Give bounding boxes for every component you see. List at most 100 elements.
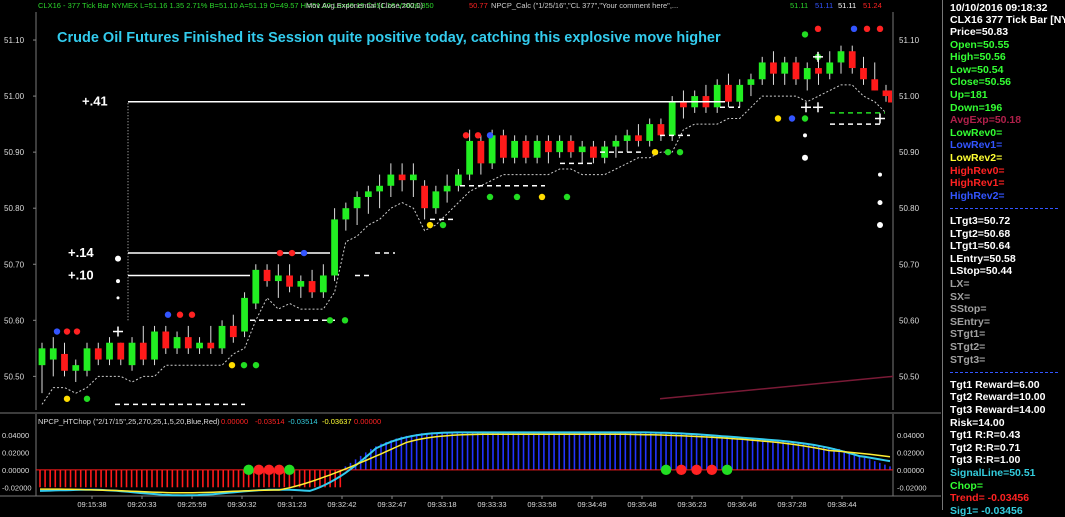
osc-y-tick-label: -0.02000 <box>2 483 32 492</box>
osc-y-tick-label-right: 0.00000 <box>897 466 924 475</box>
candle-up <box>297 281 305 287</box>
panel-row: Risk=14.00 <box>950 416 1005 429</box>
panel-row: HighRev0= <box>950 164 1005 177</box>
signal-dot <box>474 132 482 139</box>
x-tick-label: 09:30:32 <box>227 500 256 509</box>
candle-down <box>680 101 687 108</box>
panel-row: LEntry=50.58 <box>950 252 1016 265</box>
signal-dot <box>341 317 349 324</box>
osc-value-text: -0.03514 <box>255 417 285 426</box>
candle-up <box>803 68 811 80</box>
header-text: 51.11 <box>790 1 808 10</box>
osc-value-text: -0.03514 <box>288 417 318 426</box>
candle-down <box>882 90 890 97</box>
signal-dot <box>83 395 91 402</box>
panel-row: Chop= <box>950 479 983 492</box>
signal-dot <box>876 25 884 33</box>
candle-down <box>657 124 665 136</box>
panel-row: LTgt1=50.64 <box>950 240 1011 253</box>
target-annotation: +.14 <box>68 245 94 260</box>
signal-dot <box>276 249 284 257</box>
candle-down <box>500 135 507 158</box>
osc-dot <box>676 464 687 476</box>
panel-row: LowRev2= <box>950 152 1003 164</box>
stop-dot <box>878 172 882 177</box>
panel-row: SEntry= <box>950 315 990 328</box>
candle-down <box>871 79 879 91</box>
signal-dot <box>326 317 334 324</box>
candle-up <box>331 219 338 276</box>
trailing-stop-line <box>41 84 887 405</box>
signal-dot <box>73 328 81 335</box>
candle-up <box>364 191 372 197</box>
signal-dot <box>288 249 296 257</box>
panel-row: SStop= <box>950 303 987 316</box>
signal-dot <box>439 221 447 229</box>
osc-cyan-line <box>39 431 891 497</box>
osc-dot <box>721 464 733 476</box>
panel-row: STgt3= <box>950 353 986 366</box>
price-pane: CLX16 - 377 Tick Bar NYMEX L=51.16 1.35 … <box>0 0 941 414</box>
x-tick-label: 09:31:23 <box>277 500 306 509</box>
signal-dot <box>788 115 796 122</box>
panel-row: LTgt2=50.68 <box>950 227 1011 240</box>
osc-y-tick-label-right: -0.02000 <box>897 483 927 492</box>
signal-dot <box>863 25 871 33</box>
y-tick-label-right: 50.90 <box>899 148 920 157</box>
candle-up <box>241 297 248 332</box>
stop-dot <box>116 279 120 284</box>
panel-row: LowRev1= <box>950 139 1003 152</box>
panel-row: Tgt2 R:R=0.71 <box>950 441 1021 454</box>
candle-down <box>61 353 68 371</box>
osc-y-tick-label: 0.00000 <box>2 466 29 475</box>
candle-up <box>432 191 440 209</box>
candle-up <box>837 51 845 63</box>
osc-value-text: 0.00000 <box>354 417 381 426</box>
stop-dot <box>116 296 120 300</box>
osc-value-text: 0.00000 <box>221 417 248 426</box>
osc-y-tick-label-right: 0.02000 <box>897 448 924 457</box>
candle-up <box>488 135 496 164</box>
panel-row: Tgt3 R:R=1.00 <box>950 454 1021 467</box>
panel-row: Up=181 <box>950 89 988 101</box>
y-tick-label: 50.50 <box>4 372 25 381</box>
candle-up <box>38 348 46 366</box>
osc-yellow-line <box>40 433 891 494</box>
osc-y-tick-label-right: 0.04000 <box>897 431 924 440</box>
panel-row: STgt2= <box>950 341 986 353</box>
target-annotation: +.41 <box>82 94 108 109</box>
signal-dot <box>850 25 858 33</box>
candle-up <box>511 140 519 158</box>
signal-dot <box>774 115 782 122</box>
candle-down <box>229 325 237 338</box>
panel-row: Open=50.55 <box>950 38 1010 51</box>
panel-row: STgt1= <box>950 328 986 341</box>
y-tick-label-right: 50.50 <box>899 372 920 381</box>
osc-title: NPCP_HTChop ("2/17/15",25,270,25,1,5,20,… <box>38 417 220 426</box>
osc-y-tick-label: 0.02000 <box>2 448 29 457</box>
x-tick-label: 09:32:47 <box>377 500 406 509</box>
signal-dot <box>188 311 196 318</box>
panel-row: Close=50.56 <box>950 76 1012 89</box>
signal-dot <box>651 148 659 156</box>
y-tick-label: 50.90 <box>4 148 25 157</box>
stop-dot <box>877 200 883 206</box>
panel-row: LX= <box>950 278 970 290</box>
x-tick-label: 09:33:33 <box>477 500 506 509</box>
chart-title: Crude Oil Futures Finished its Session q… <box>57 30 721 46</box>
signal-dot <box>462 132 470 139</box>
candle-up <box>781 62 789 74</box>
candle-down <box>184 337 192 349</box>
x-tick-label: 09:34:49 <box>577 500 606 509</box>
candle-down <box>848 51 856 69</box>
panel-row: Tgt1 Reward=6.00 <box>950 378 1040 391</box>
panel-row: LTgt3=50.72 <box>950 215 1011 227</box>
candle-up <box>443 185 451 192</box>
y-tick-label-right: 51.10 <box>899 36 920 45</box>
panel-row: High=50.56 <box>950 51 1006 64</box>
candle-up <box>218 325 226 349</box>
candle-up <box>72 365 80 371</box>
candle-up <box>623 135 631 141</box>
x-tick-label: 09:20:33 <box>127 500 156 509</box>
